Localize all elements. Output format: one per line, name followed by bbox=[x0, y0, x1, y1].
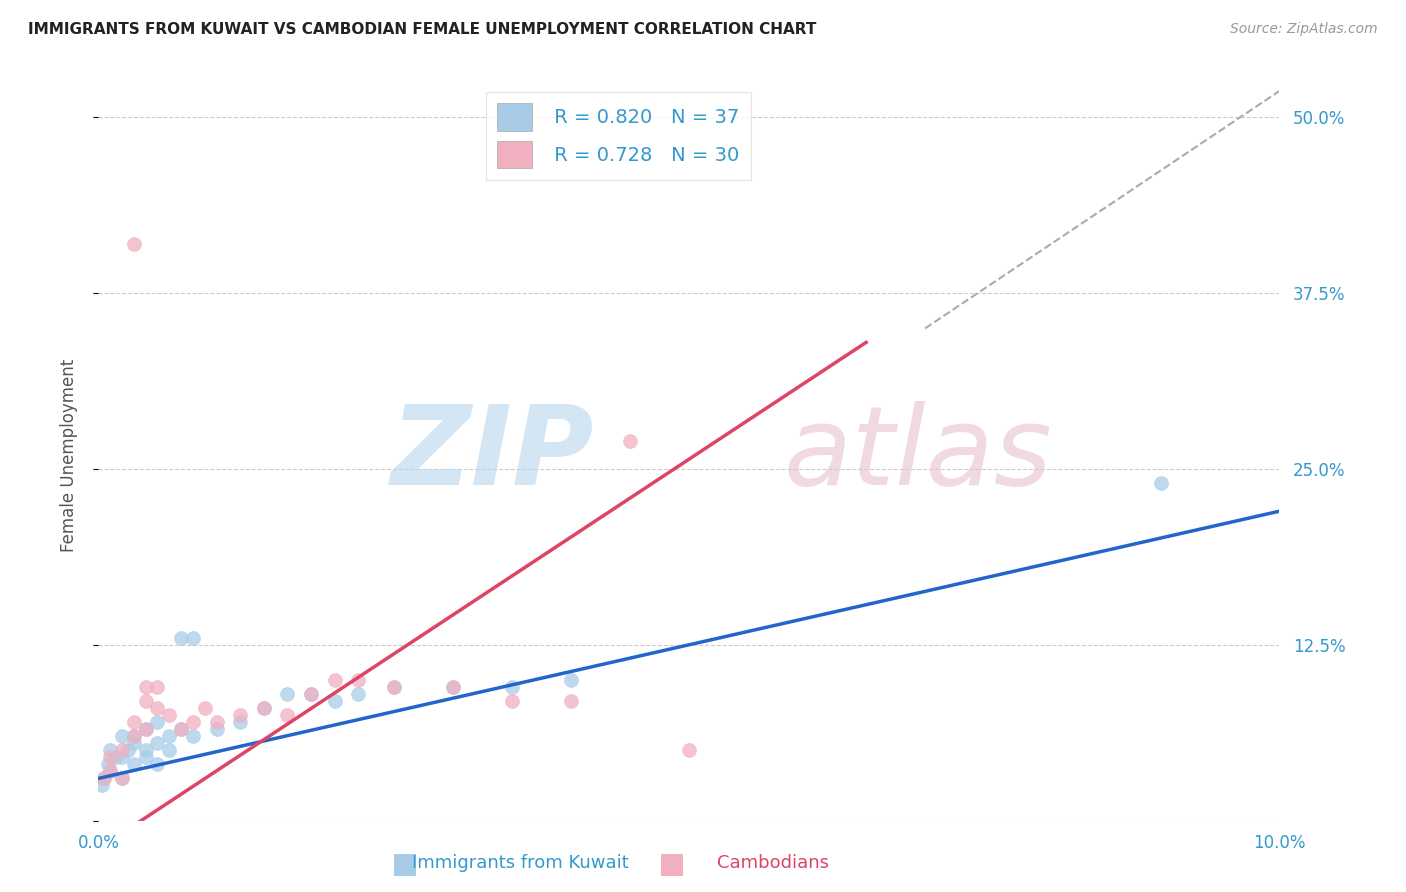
Point bbox=[205, 715, 228, 730]
Text: Immigrants from Kuwait: Immigrants from Kuwait bbox=[412, 855, 628, 872]
Point bbox=[122, 736, 145, 750]
Point bbox=[276, 687, 298, 701]
Point bbox=[146, 701, 169, 715]
Point bbox=[135, 694, 157, 708]
Point bbox=[347, 687, 370, 701]
Point bbox=[441, 680, 464, 694]
Point bbox=[146, 757, 169, 772]
Point bbox=[135, 680, 157, 694]
Point bbox=[122, 729, 145, 743]
Point bbox=[98, 750, 121, 764]
Point bbox=[229, 715, 252, 730]
Point bbox=[347, 673, 370, 687]
Point bbox=[122, 757, 145, 772]
Point bbox=[111, 772, 134, 786]
Point bbox=[678, 743, 700, 757]
Point bbox=[146, 680, 169, 694]
Point bbox=[157, 708, 180, 723]
Point bbox=[501, 680, 523, 694]
Point bbox=[157, 729, 180, 743]
Text: Cambodians: Cambodians bbox=[717, 855, 830, 872]
Text: IMMIGRANTS FROM KUWAIT VS CAMBODIAN FEMALE UNEMPLOYMENT CORRELATION CHART: IMMIGRANTS FROM KUWAIT VS CAMBODIAN FEMA… bbox=[28, 22, 817, 37]
Point bbox=[111, 750, 134, 764]
Point bbox=[91, 779, 114, 793]
Point bbox=[560, 694, 582, 708]
Point bbox=[122, 236, 145, 251]
Point bbox=[323, 673, 346, 687]
Point bbox=[382, 680, 405, 694]
Point bbox=[122, 715, 145, 730]
Point bbox=[181, 715, 204, 730]
Point bbox=[382, 680, 405, 694]
Point bbox=[135, 723, 157, 737]
Text: atlas: atlas bbox=[783, 401, 1052, 508]
Text: ZIP: ZIP bbox=[391, 401, 595, 508]
Point bbox=[111, 729, 134, 743]
Point bbox=[157, 743, 180, 757]
Point bbox=[105, 750, 128, 764]
Point bbox=[135, 750, 157, 764]
Text: Source: ZipAtlas.com: Source: ZipAtlas.com bbox=[1230, 22, 1378, 37]
Point bbox=[253, 701, 276, 715]
Point bbox=[181, 729, 204, 743]
Point bbox=[441, 680, 464, 694]
Legend:  R = 0.820   N = 37,  R = 0.728   N = 30: R = 0.820 N = 37, R = 0.728 N = 30 bbox=[485, 92, 751, 179]
Point bbox=[323, 694, 346, 708]
Point bbox=[98, 764, 121, 779]
Point bbox=[98, 764, 121, 779]
Point bbox=[181, 631, 204, 645]
Point bbox=[122, 729, 145, 743]
Point bbox=[93, 772, 115, 786]
Point bbox=[97, 757, 120, 772]
Point bbox=[93, 772, 115, 786]
Point bbox=[135, 723, 157, 737]
Point bbox=[1150, 476, 1173, 491]
Point bbox=[170, 723, 193, 737]
Y-axis label: Female Unemployment: Female Unemployment bbox=[59, 359, 77, 551]
Point bbox=[229, 708, 252, 723]
Point bbox=[98, 743, 121, 757]
Point bbox=[501, 694, 523, 708]
Point bbox=[146, 736, 169, 750]
Point bbox=[299, 687, 322, 701]
Point bbox=[170, 723, 193, 737]
Point bbox=[276, 708, 298, 723]
Point bbox=[619, 434, 641, 448]
Point bbox=[117, 743, 139, 757]
Point bbox=[146, 715, 169, 730]
Point bbox=[135, 743, 157, 757]
Point bbox=[205, 723, 228, 737]
Point bbox=[111, 772, 134, 786]
Point bbox=[111, 743, 134, 757]
Point bbox=[299, 687, 322, 701]
Point bbox=[194, 701, 217, 715]
Point bbox=[253, 701, 276, 715]
Point bbox=[170, 631, 193, 645]
Point bbox=[560, 673, 582, 687]
